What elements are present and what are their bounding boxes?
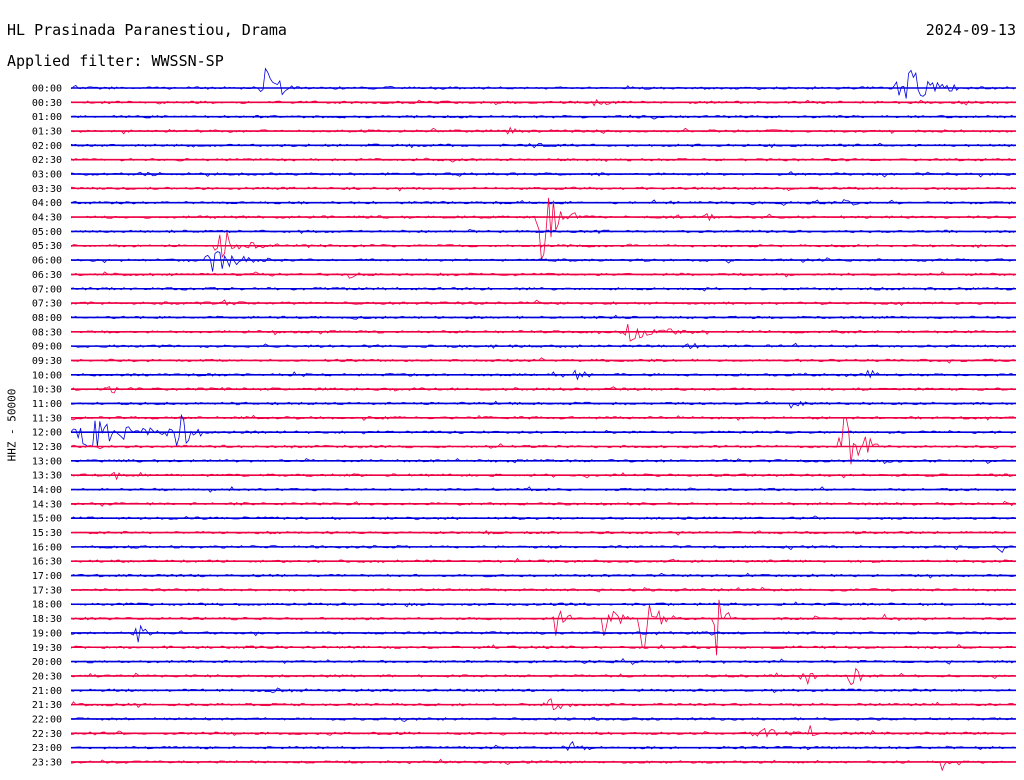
station-title: HL Prasinada Paranestiou, Drama <box>7 21 287 39</box>
trace-row <box>70 413 1015 448</box>
row-time-label: 19:00 <box>32 628 62 639</box>
row-time-label: 06:30 <box>32 270 62 281</box>
row-time-label: 09:00 <box>32 342 62 353</box>
row-time-label: 22:00 <box>32 714 62 725</box>
row-time-label: 17:00 <box>32 571 62 582</box>
trace-row <box>70 400 1015 409</box>
row-time-label: 18:30 <box>32 614 62 625</box>
row-time-label: 03:30 <box>32 184 62 195</box>
row-time-label: 22:30 <box>32 729 62 740</box>
row-time-label: 10:30 <box>32 385 62 396</box>
row-time-label: 14:30 <box>32 499 62 510</box>
row-time-label: 02:30 <box>32 155 62 166</box>
row-time-label: 21:30 <box>32 700 62 711</box>
trace-row <box>70 67 1015 99</box>
filter-label: Applied filter: WWSSN-SP <box>7 52 224 70</box>
row-time-label: 08:00 <box>32 313 62 324</box>
row-time-label: 06:00 <box>32 256 62 267</box>
row-time-label: 13:00 <box>32 456 62 467</box>
row-time-label: 15:00 <box>32 514 62 525</box>
row-time-label: 00:00 <box>32 84 62 95</box>
date-label: 2024-09-13 <box>925 21 1016 39</box>
row-time-label: 21:00 <box>32 686 62 697</box>
row-time-label: 10:00 <box>32 370 62 381</box>
trace-row <box>70 251 1015 272</box>
row-time-label: 01:30 <box>32 127 62 138</box>
trace-row <box>70 725 1015 738</box>
row-time-label: 16:30 <box>32 557 62 568</box>
row-time-label: 00:30 <box>32 98 62 109</box>
row-time-label: 12:30 <box>32 442 62 453</box>
trace-row <box>71 624 1015 643</box>
trace-row <box>70 324 1015 342</box>
row-time-label: 05:30 <box>32 241 62 252</box>
row-time-label: 11:30 <box>32 413 62 424</box>
row-time-label: 04:30 <box>32 213 62 224</box>
row-time-label: 23:30 <box>32 757 62 768</box>
row-time-label: 16:00 <box>32 542 62 553</box>
trace-row <box>70 758 1015 772</box>
row-time-label: 17:30 <box>32 585 62 596</box>
row-time-label: 15:30 <box>32 528 62 539</box>
row-time-label: 20:00 <box>32 657 62 668</box>
trace-row <box>70 417 1015 465</box>
row-time-label: 04:00 <box>32 198 62 209</box>
row-time-label: 23:00 <box>32 743 62 754</box>
row-time-label: 11:00 <box>32 399 62 410</box>
row-time-label: 09:30 <box>32 356 62 367</box>
trace-row <box>70 197 1015 261</box>
row-time-label: 14:00 <box>32 485 62 496</box>
row-time-label: 02:00 <box>32 141 62 152</box>
row-time-label: 07:00 <box>32 284 62 295</box>
row-time-label: 12:00 <box>32 428 62 439</box>
row-time-label: 19:30 <box>32 643 62 654</box>
row-time-label: 20:30 <box>32 671 62 682</box>
trace-row <box>70 231 1015 259</box>
row-time-label: 07:30 <box>32 299 62 310</box>
row-time-label: 13:30 <box>32 471 62 482</box>
row-time-label: 01:00 <box>32 112 62 123</box>
row-time-label: 05:00 <box>32 227 62 238</box>
row-time-label: 08:30 <box>32 327 62 338</box>
row-time-label: 18:00 <box>32 600 62 611</box>
trace-row <box>70 741 1015 752</box>
row-time-label: 03:00 <box>32 170 62 181</box>
